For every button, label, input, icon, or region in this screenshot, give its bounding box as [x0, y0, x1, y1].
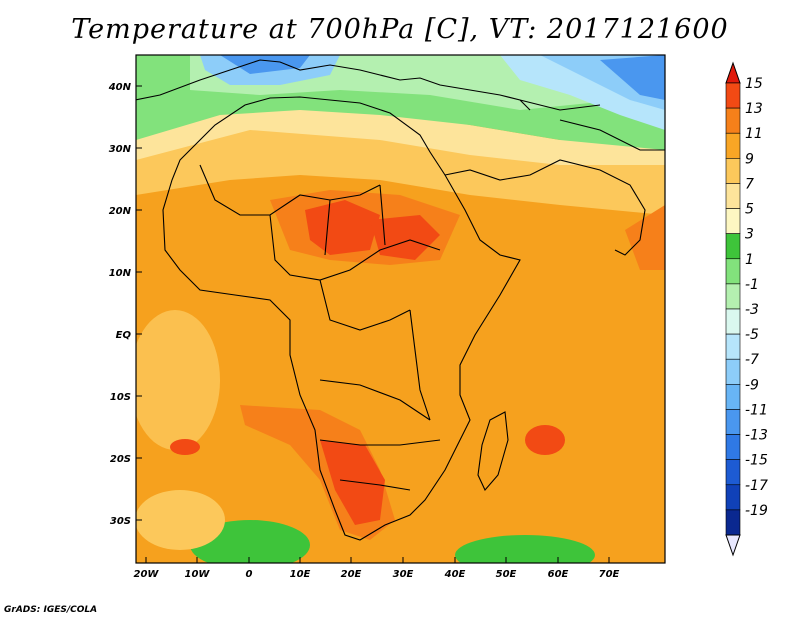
colorbar-label: 5 — [745, 202, 754, 218]
lat-tick-label: 10S — [110, 392, 131, 403]
lat-tick-label: 20N — [109, 206, 132, 217]
colorbar-segment — [725, 484, 741, 511]
field-hottest-kalahari — [320, 440, 385, 525]
colorbar-segment — [725, 409, 741, 435]
colorbar-segment — [725, 459, 741, 486]
colorbar-segment — [725, 434, 741, 460]
colorbar-label: -9 — [745, 377, 759, 393]
credit-text: GrADS: IGES/COLA — [4, 605, 98, 615]
colorbar-label: 15 — [745, 76, 763, 92]
colorbar-label: -11 — [745, 402, 768, 418]
chart-title: Temperature at 700hPa [C], VT: 201712160… — [71, 14, 729, 45]
lat-tick-label: 30S — [110, 516, 131, 527]
lat-axis: 40N 30N 20N 10N EQ 10S 20S 30S — [108, 82, 142, 527]
lon-axis: 20W 10W 0 10E 20E 30E 40E 50E 60E 70E — [134, 557, 620, 580]
colorbar-label: 13 — [745, 101, 763, 117]
colorbar-segment — [725, 258, 741, 285]
colorbar-label: 3 — [745, 227, 754, 243]
colorbar-segment — [725, 233, 741, 260]
africa-coast — [162, 96, 521, 541]
field-green-se — [455, 535, 595, 563]
map-frame — [135, 54, 666, 564]
lon-tick-label: 10W — [185, 569, 211, 580]
colorbar-segment — [725, 208, 741, 234]
lon-tick-label: 70E — [599, 569, 620, 580]
colorbar-label: 7 — [745, 176, 754, 192]
mediterranean-coast — [136, 59, 531, 111]
border-d — [319, 379, 441, 491]
lon-tick-label: 0 — [246, 569, 253, 580]
border-f — [519, 99, 665, 151]
colorbar-label: -1 — [745, 277, 759, 293]
colorbar-label: -3 — [745, 302, 759, 318]
colorbar-label: -13 — [745, 428, 768, 444]
colorbar-top-arrow — [725, 61, 741, 84]
lat-tick-label: EQ — [116, 330, 132, 341]
colorbar-bottom-arrow — [725, 534, 741, 557]
colorbar-segment — [725, 384, 741, 410]
border-a — [199, 164, 381, 216]
colorbar-segment — [725, 283, 741, 310]
border-e — [409, 309, 431, 421]
colorbar-segment — [725, 183, 741, 209]
lon-tick-label: 10E — [290, 569, 311, 580]
arabia-india-coast — [444, 159, 646, 256]
colorbar-segment — [725, 509, 741, 536]
colorbar-label: 1 — [745, 252, 754, 268]
colorbar-segment — [725, 82, 741, 109]
lon-tick-label: 20E — [341, 569, 362, 580]
colorbar-label: -7 — [745, 352, 759, 368]
colorbar-label: -17 — [745, 478, 768, 494]
field-band-darkblue — [600, 55, 665, 100]
colorbar-segment — [725, 132, 741, 159]
colorbar-label: -5 — [745, 327, 759, 343]
lon-tick-label: 20W — [134, 569, 160, 580]
colorbar-segment — [725, 358, 741, 385]
lat-tick-label: 30N — [109, 144, 132, 155]
colorbar: 15 13 11 9 7 5 3 1 -1 -3 -5 -7 -9 -11 -13 -15 -17 -19 — [725, 61, 768, 557]
lat-tick-label: 40N — [108, 82, 132, 93]
colorbar-label: 9 — [745, 151, 754, 167]
colorbar-label: 11 — [745, 126, 763, 142]
temperature-field — [136, 55, 665, 563]
field-band-5 — [136, 100, 665, 165]
colorbar-segment — [725, 107, 741, 134]
coastlines — [136, 59, 665, 541]
madagascar-coast — [477, 411, 509, 492]
border-c — [319, 184, 411, 331]
lon-tick-label: 50E — [496, 569, 517, 580]
lon-tick-label: 40E — [444, 569, 466, 580]
lon-tick-label: 60E — [548, 569, 569, 580]
border-b — [269, 214, 441, 281]
field-band-7 — [136, 120, 665, 215]
colorbar-label: -15 — [745, 453, 768, 469]
field-hottest-chad — [305, 200, 380, 255]
lat-tick-label: 10N — [109, 268, 132, 279]
colorbar-segment — [725, 158, 741, 184]
colorbar-label: -19 — [745, 503, 768, 519]
colorbar-segment — [725, 333, 741, 360]
lon-tick-label: 30E — [393, 569, 414, 580]
colorbar-segment — [725, 308, 741, 335]
lat-tick-label: 20S — [110, 454, 131, 465]
